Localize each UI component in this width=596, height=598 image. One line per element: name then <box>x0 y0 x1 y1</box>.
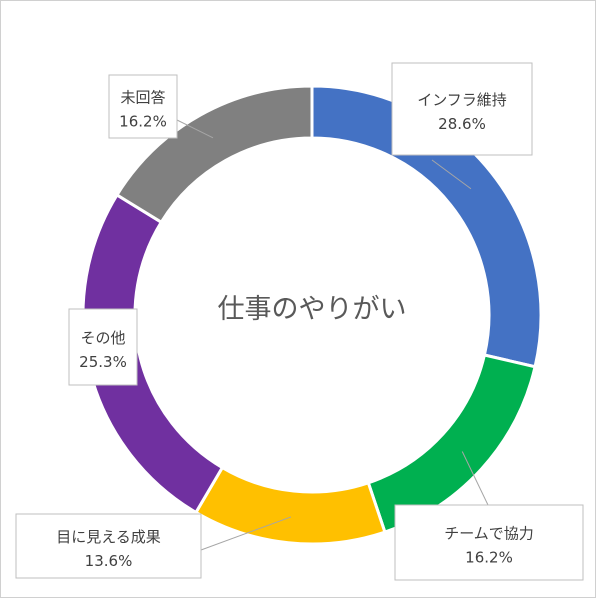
data-label-5: 未回答 16.2% <box>108 74 178 139</box>
data-label-value: 16.2% <box>465 549 513 567</box>
data-label-value: 13.6% <box>85 552 133 570</box>
data-label-box <box>68 308 138 386</box>
data-label-value: 25.3% <box>79 353 127 371</box>
data-label-4: その他 25.3% <box>68 308 138 386</box>
leader-line-1 <box>431 159 472 190</box>
data-label-value: 28.6% <box>438 115 486 133</box>
donut-slice-5 <box>114 84 314 225</box>
donut-slice-3 <box>193 465 387 546</box>
data-label-category: インフラ維持 <box>417 91 507 109</box>
data-label-category: 目に見える成果 <box>56 528 161 546</box>
chart-title: 仕事のやりがい <box>218 294 407 325</box>
data-label-1: インフラ維持 28.6% <box>391 62 533 156</box>
data-label-box <box>15 513 202 579</box>
data-label-category: チームで協力 <box>444 525 534 543</box>
data-label-category: 未回答 <box>120 89 165 107</box>
data-labels-group: インフラ維持 28.6% チームで協力 16.2% 目に見える成果 13.6% その他 25.… <box>15 62 584 581</box>
data-label-2: チームで協力 16.2% <box>394 504 584 581</box>
data-label-3: 目に見える成果 13.6% <box>15 513 202 579</box>
data-label-box <box>108 74 178 139</box>
data-label-category: その他 <box>80 329 125 347</box>
data-label-value: 16.2% <box>119 113 167 131</box>
leader-line-3 <box>200 516 292 551</box>
data-label-box <box>394 504 584 581</box>
data-label-box <box>391 62 533 156</box>
leader-line-2 <box>461 451 489 506</box>
leader-line-5 <box>176 119 214 139</box>
